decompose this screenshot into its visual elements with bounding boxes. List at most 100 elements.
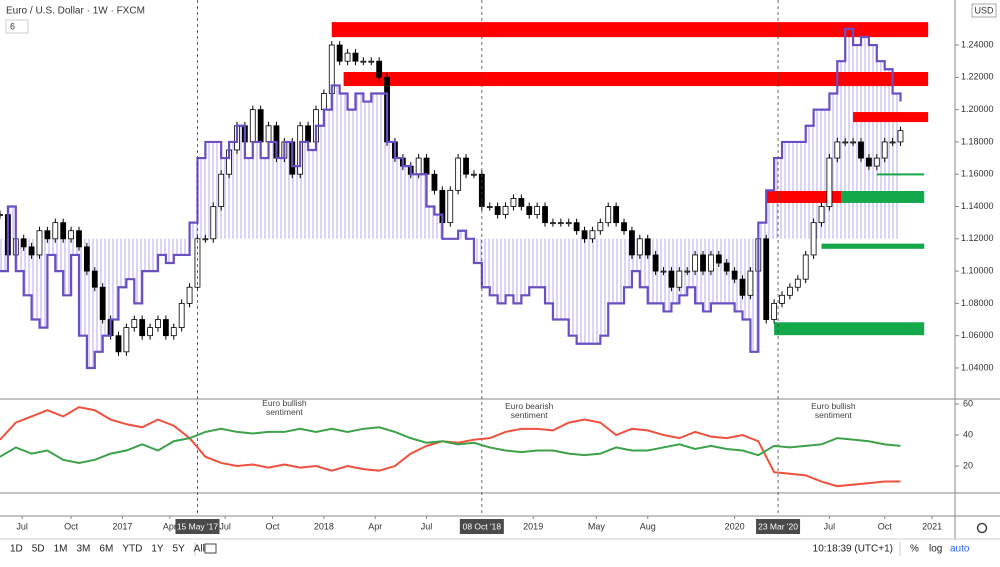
candle-body <box>873 157 880 167</box>
annotation: Euro bullish <box>262 398 307 408</box>
candle-body <box>779 294 785 304</box>
candle-body <box>265 125 272 143</box>
x-tick-label: Oct <box>64 521 79 531</box>
zone <box>774 322 925 336</box>
y-tick-label: 1.12000 <box>961 233 994 243</box>
candle-body <box>68 230 74 240</box>
candle-body <box>573 222 580 232</box>
candle-body <box>486 206 493 208</box>
y-tick-label: 20 <box>963 460 973 470</box>
range-button[interactable]: All <box>194 544 205 555</box>
candle-body <box>850 141 857 144</box>
candle-body <box>360 60 367 63</box>
symbol-title: Euro / U.S. Dollar · 1W · FXCM <box>6 6 145 17</box>
candle-body <box>478 173 485 207</box>
x-tick-label: Jul <box>16 521 28 531</box>
candle-body <box>668 270 675 288</box>
y-tick-label: 40 <box>963 429 973 439</box>
candle-body <box>502 206 509 215</box>
candle-body <box>747 270 754 296</box>
range-button[interactable]: 1Y <box>151 544 164 555</box>
candle-body <box>550 222 556 225</box>
candle-body <box>542 206 548 224</box>
candle-body <box>44 230 51 240</box>
y-tick-label: 1.16000 <box>961 169 994 179</box>
candle-body <box>202 238 209 241</box>
candle-body <box>123 327 130 353</box>
candle-body <box>52 222 59 240</box>
zone <box>853 112 929 123</box>
indicator-toggle[interactable] <box>5 19 29 34</box>
indicator-area <box>0 28 901 368</box>
candle-body <box>147 327 153 337</box>
x-tick-label: 2021 <box>922 521 942 531</box>
candle-body <box>28 246 35 256</box>
y-tick-label: 1.22000 <box>961 72 994 82</box>
candle-body <box>715 254 722 264</box>
candle-body <box>534 206 541 215</box>
x-tick-label: 2020 <box>725 521 745 531</box>
zone <box>331 22 929 38</box>
candle-body <box>352 52 359 62</box>
x-tick-label: Jul <box>824 521 836 531</box>
candle-body <box>629 230 635 256</box>
candle-body <box>447 189 454 224</box>
range-button[interactable]: YTD <box>122 544 142 555</box>
candle-body <box>115 335 122 353</box>
zone <box>343 72 929 87</box>
candle-body <box>818 206 825 224</box>
candle-body <box>826 157 833 207</box>
candle-body <box>708 254 714 272</box>
candle-body <box>858 141 864 159</box>
candle-body <box>0 214 3 216</box>
scale-option[interactable]: % <box>910 544 919 555</box>
x-tick-label: 2017 <box>112 521 132 531</box>
candle-body <box>771 302 778 320</box>
candle-body <box>597 222 604 232</box>
candle-body <box>36 230 43 256</box>
scale-option[interactable]: log <box>929 544 942 555</box>
candle-body <box>557 222 564 225</box>
zone <box>841 191 925 203</box>
candle-body <box>83 246 90 272</box>
y-tick-label: 1.08000 <box>961 298 994 308</box>
x-tick-label: Jul <box>219 521 231 531</box>
candle-body <box>794 278 801 288</box>
x-tick-label: Apr <box>163 521 177 531</box>
range-button[interactable]: 1D <box>10 544 23 555</box>
range-button[interactable]: 1M <box>54 544 68 555</box>
candle-body <box>415 157 422 175</box>
x-tick-label: 2019 <box>523 521 543 531</box>
scale-option[interactable]: auto <box>950 544 970 555</box>
candle-body <box>99 286 106 320</box>
settings-icon[interactable] <box>976 522 988 534</box>
candle-body <box>368 60 375 63</box>
currency-box <box>971 3 997 18</box>
compare-icon[interactable] <box>204 543 217 554</box>
candle-body <box>376 60 383 78</box>
range-button[interactable]: 6M <box>99 544 113 555</box>
range-button[interactable]: 5Y <box>173 544 186 555</box>
candle-body <box>60 222 67 240</box>
range-button[interactable]: 5D <box>32 544 45 555</box>
date-marker-label: 15 May '17 <box>177 521 219 531</box>
candle-body <box>155 319 161 329</box>
candle-body <box>723 262 730 272</box>
candle-body <box>320 93 327 111</box>
candle-body <box>842 141 849 144</box>
candle-body <box>700 254 706 272</box>
candle-body <box>636 238 643 256</box>
zone <box>821 243 925 249</box>
candle-body <box>305 125 311 143</box>
candle-body <box>463 157 469 175</box>
range-button[interactable]: 3M <box>77 544 91 555</box>
annotation: sentiment <box>511 410 548 420</box>
y-tick-label: 1.04000 <box>961 362 994 372</box>
candle-body <box>644 238 651 256</box>
candle-body <box>676 270 683 288</box>
candle-body <box>210 206 217 240</box>
candle-body <box>526 206 533 215</box>
clock: 10:18:39 (UTC+1) <box>813 544 893 555</box>
date-marker-label: 23 Mar '20 <box>758 521 798 531</box>
candle-body <box>218 173 225 207</box>
